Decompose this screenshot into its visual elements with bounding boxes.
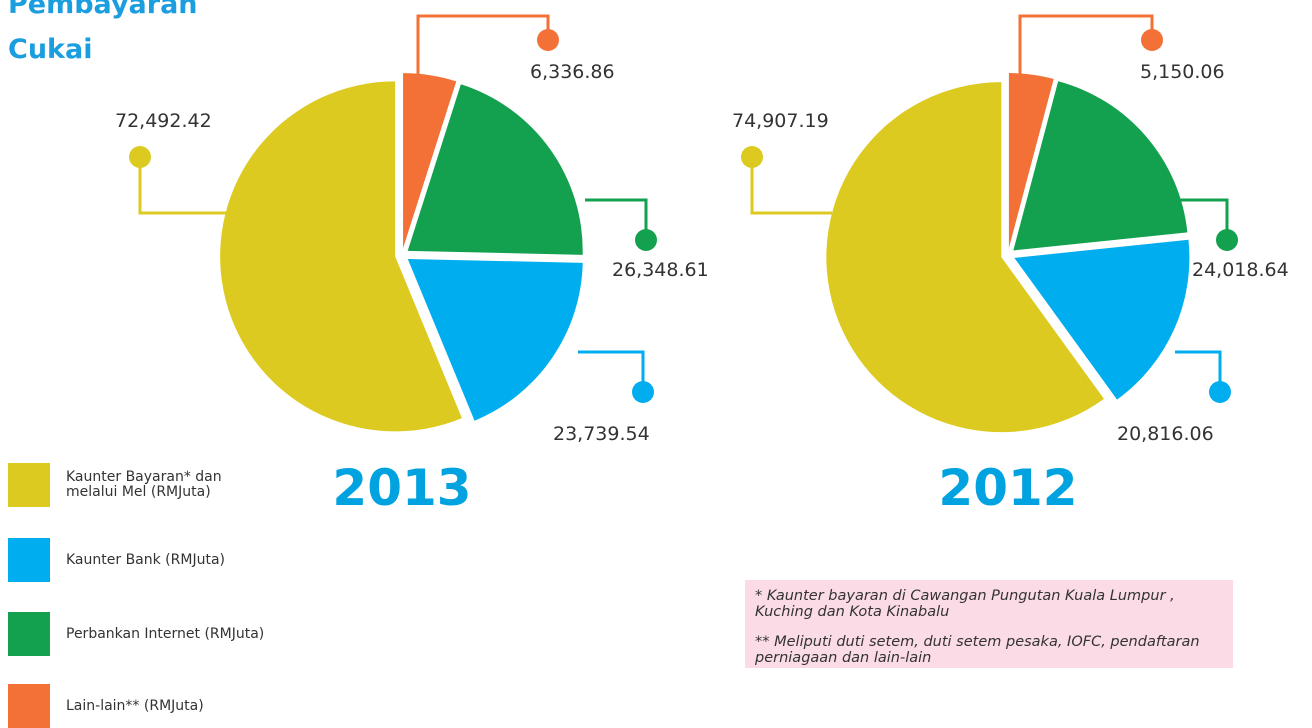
leader-dot: [1216, 229, 1238, 251]
leader-dot: [537, 29, 559, 51]
data-label: 23,739.54: [553, 423, 650, 445]
legend-swatch: [8, 612, 50, 656]
leader-dot: [1141, 29, 1163, 51]
legend-label: Kaunter Bayaran* dan melalui Mel (RMJuta…: [66, 469, 222, 500]
leader-line: [1180, 198, 1229, 240]
legend-label: Perbankan Internet (RMJuta): [66, 625, 265, 642]
data-label: 26,348.61: [612, 259, 709, 281]
note: ** Meliputi duti setem, duti setem pesak…: [755, 634, 1200, 666]
chart-title: 2012: [938, 459, 1077, 517]
data-label: 74,907.19: [732, 110, 829, 132]
legend-item: Kaunter Bayaran* dan melalui Mel (RMJuta…: [8, 463, 276, 507]
charts: 72,492.42 23,739.54 26,348.61 6,336.86 2013 7…: [115, 14, 1289, 517]
data-label: 24,018.64: [1192, 259, 1289, 281]
data-label: 6,336.86: [530, 61, 615, 83]
legend-swatch: [8, 684, 50, 728]
leader-dot: [635, 229, 657, 251]
leader-dot: [632, 381, 654, 403]
leader-line: [1175, 350, 1222, 392]
note: * Kaunter bayaran di Cawangan Pungutan K…: [755, 588, 1175, 620]
leader-dot: [129, 146, 151, 168]
legend-swatch: [8, 538, 50, 582]
page-title: Pembayaran Cukai: [8, 0, 198, 65]
legend-label: Kaunter Bank (RMJuta): [66, 551, 225, 568]
leader-dot: [741, 146, 763, 168]
leader-line: [1018, 14, 1154, 80]
pie-slice: [826, 82, 1105, 433]
page: 72,492.42 23,739.54 26,348.61 6,336.86 2013 7…: [8, 0, 1289, 728]
legend-item: Perbankan Internet (RMJuta): [8, 612, 276, 656]
leader-line: [585, 198, 648, 240]
pie-slice: [407, 84, 583, 255]
leader-line: [138, 157, 232, 215]
pie-slice: [220, 81, 462, 432]
legend-item: Kaunter Bank (RMJuta): [8, 538, 276, 582]
leader-line: [578, 350, 645, 392]
data-label: 5,150.06: [1140, 61, 1225, 83]
chart-title: 2013: [332, 459, 471, 517]
pie-slice: [1013, 81, 1188, 251]
leader-line: [416, 14, 550, 80]
pie-slice: [407, 258, 583, 421]
leader-dot: [1209, 381, 1231, 403]
pie-slice: [403, 73, 457, 249]
data-label: 72,492.42: [115, 110, 212, 132]
pie-slice: [1008, 73, 1054, 249]
pie-slice: [1014, 239, 1190, 400]
leader-line: [750, 157, 832, 215]
data-label: 20,816.06: [1117, 423, 1214, 445]
notes: * Kaunter bayaran di Cawangan Pungutan K…: [745, 580, 1233, 668]
legend-swatch: [8, 463, 50, 507]
legend-item: Lain-lain** (RMJuta): [8, 684, 276, 728]
